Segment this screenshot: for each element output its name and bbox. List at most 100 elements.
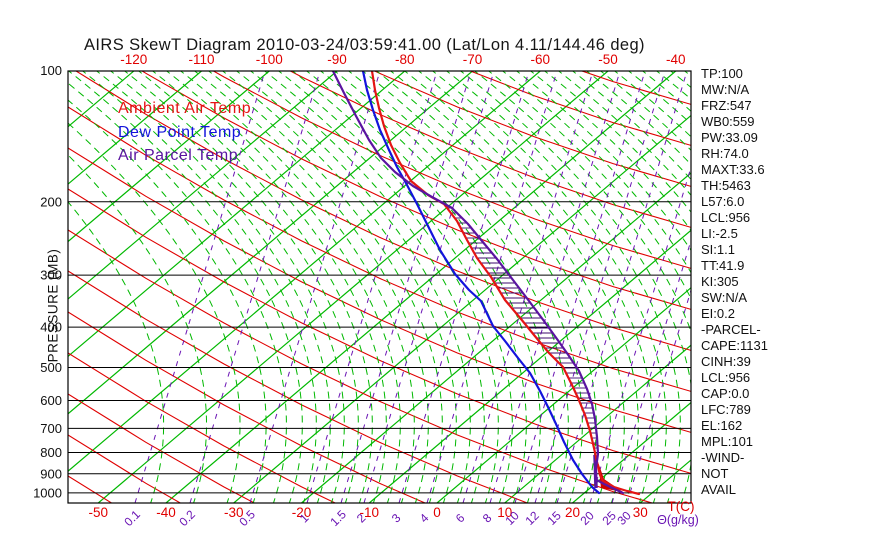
mixing-unit-label: Θ(g/kg)	[657, 513, 699, 527]
isotherm-line	[68, 71, 202, 185]
stat-line: PW:33.09	[701, 130, 758, 145]
mixing-ratio-line	[489, 71, 621, 503]
temp-tick-top: -70	[463, 52, 483, 67]
stat-line: L57:6.0	[701, 194, 745, 209]
mixing-ratio-line	[556, 71, 688, 503]
isotherm-line	[68, 71, 338, 300]
moist-adiabat-line	[502, 71, 691, 274]
moist-adiabat-line	[152, 71, 387, 503]
stat-line: CAPE:1131	[701, 338, 768, 353]
chart-legend: Ambient Air Temp Dew Point Temp Air Parcel…	[118, 97, 251, 168]
moist-adiabat-line	[586, 71, 691, 166]
moist-adiabat-line	[138, 71, 373, 503]
pressure-tick: 900	[40, 466, 62, 481]
isotherm-line	[368, 229, 691, 503]
mixing-ratio-line	[398, 71, 530, 503]
mixing-ratio-line	[534, 71, 666, 503]
stat-line: RH:74.0	[701, 146, 749, 161]
dry-adiabat-line	[68, 393, 256, 503]
moist-adiabat-line	[516, 71, 691, 252]
dry-adiabat-line	[68, 434, 182, 503]
moist-adiabat-line	[348, 71, 583, 503]
stat-line: EL:162	[701, 418, 743, 433]
mixing-ratio-tick: 1.5	[327, 507, 349, 529]
pressure-tick: 800	[40, 445, 62, 460]
temp-tick-top: -120	[120, 52, 147, 67]
temp-tick-bottom: 20	[565, 505, 580, 520]
temp-tick-bottom: -30	[224, 505, 244, 520]
moist-adiabat-line	[264, 71, 499, 503]
legend-item-1: Dew Point Temp	[118, 123, 242, 141]
dry-adiabat-line	[68, 229, 655, 503]
dry-adiabat-line	[68, 517, 691, 560]
moist-adiabat-line	[558, 71, 691, 197]
legend-item-0: Ambient Air Temp	[118, 100, 252, 117]
stat-line: TT:41.9	[701, 258, 745, 273]
series-air-parcel-temp	[331, 71, 625, 495]
stat-line: MPL:101	[701, 434, 754, 449]
temp-tick-top: -100	[256, 52, 283, 67]
moist-adiabat-line	[278, 71, 513, 503]
stat-line: SI:1.1	[701, 242, 735, 257]
moist-adiabat-line	[180, 71, 415, 503]
mixing-ratio-tick: 8	[480, 511, 495, 526]
mixing-ratio-tick: 15	[544, 508, 564, 528]
isotherm-line	[68, 71, 473, 415]
moist-adiabat-line	[432, 71, 667, 503]
stat-line: -PARCEL-	[701, 322, 761, 337]
moist-adiabat-line	[250, 71, 485, 503]
dry-adiabat-line	[468, 71, 691, 146]
temp-tick-top: -80	[395, 52, 415, 67]
moist-adiabat-line	[334, 71, 569, 503]
chart-title: AIRS SkewT Diagram 2010-03-24/03:59:41.0…	[84, 36, 645, 54]
pressure-tick: 700	[40, 421, 62, 436]
moist-adiabat-line	[236, 71, 471, 503]
moist-adiabat-line	[446, 71, 681, 503]
stats-panel: TP:100 MW:N/A FRZ:547 WB0:559 PW:33.09 RH:74.…	[701, 66, 869, 498]
dry-adiabat-line	[68, 311, 427, 503]
moist-adiabat-line	[82, 71, 317, 503]
moist-adiabat-line	[362, 71, 597, 503]
moist-adiabat-line	[390, 71, 625, 503]
stat-line: AVAIL	[701, 482, 736, 497]
mixing-ratio-line	[306, 71, 438, 503]
moist-adiabat-line	[68, 99, 267, 503]
pressure-tick: 400	[40, 320, 62, 335]
stat-line: -WIND-	[701, 450, 745, 465]
mixing-ratio-line	[340, 71, 472, 503]
series-ambient-air-temp	[370, 71, 641, 496]
stat-line: MW:N/A	[701, 82, 750, 97]
mixing-ratio-line	[426, 71, 558, 503]
dry-adiabat-line	[141, 71, 691, 310]
dry-adiabat-line	[68, 188, 691, 474]
temp-tick-top: -90	[327, 52, 347, 67]
stat-line: CAP:0.0	[701, 386, 750, 401]
mixing-ratio-tick: 20	[577, 508, 597, 528]
moist-adiabat-line	[376, 71, 611, 503]
dry-adiabat-line	[580, 71, 691, 105]
temp-tick-bottom: 0	[433, 505, 441, 520]
stat-line: LI:-2.5	[701, 226, 738, 241]
stat-line: WB0:559	[701, 114, 755, 129]
moist-adiabat-line	[96, 71, 331, 503]
dry-adiabat-line	[68, 147, 691, 433]
pressure-tick: 200	[40, 194, 62, 209]
mixing-ratio-line	[514, 71, 646, 503]
dry-adiabat-line	[75, 71, 691, 351]
mixing-ratio-tick: 3	[389, 511, 404, 526]
isotherm-line	[165, 71, 677, 503]
stat-line: LCL:956	[701, 370, 751, 385]
stat-line: LFC:789	[701, 402, 751, 417]
mixing-ratio-line	[462, 71, 594, 503]
stat-line: EI:0.2	[701, 306, 735, 321]
temp-tick-bottom: 10	[497, 505, 512, 520]
moist-adiabat-line	[68, 154, 207, 503]
temp-unit-label: T(C)	[668, 499, 695, 514]
moist-adiabat-line	[544, 71, 691, 214]
moist-adiabat-line	[474, 71, 691, 333]
stat-line: FRZ:547	[701, 98, 752, 113]
temp-tick-top: -40	[666, 52, 686, 67]
